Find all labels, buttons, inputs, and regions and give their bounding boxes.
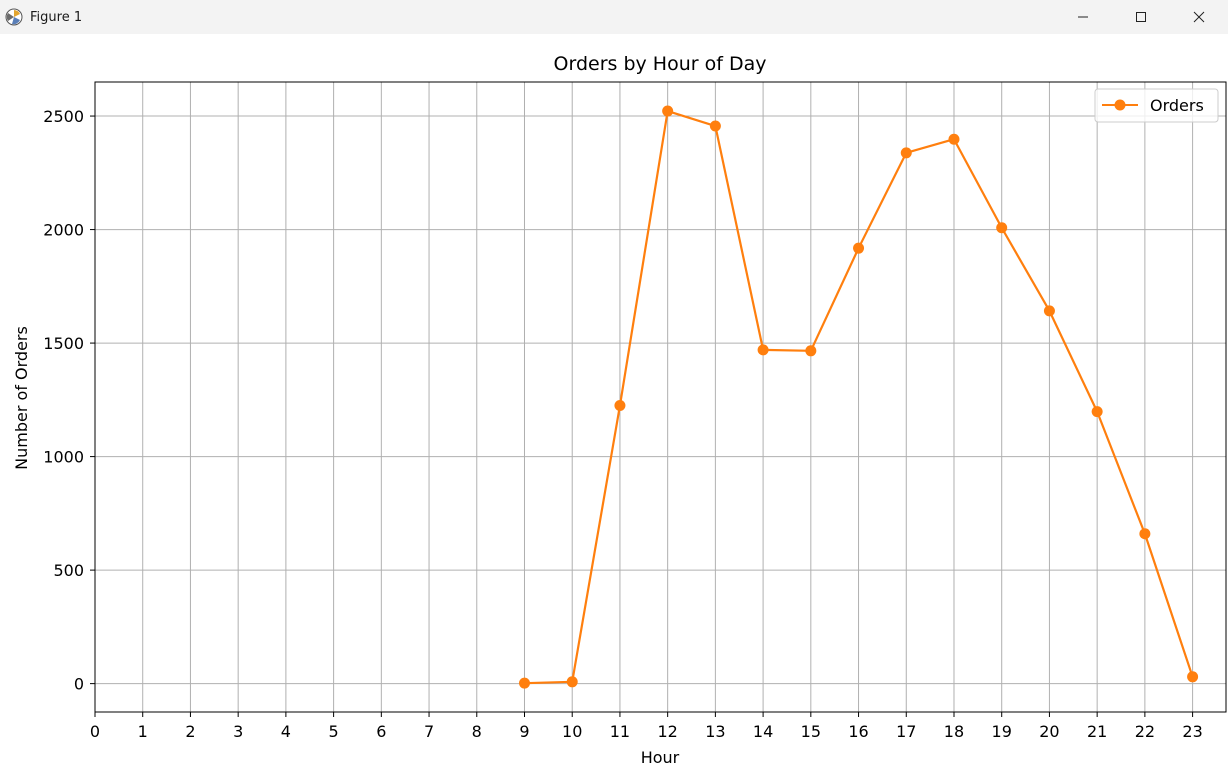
x-tick-label: 11 bbox=[610, 722, 630, 741]
x-axis-label: Hour bbox=[641, 748, 680, 767]
data-point bbox=[1139, 528, 1151, 540]
x-tick-label: 20 bbox=[1039, 722, 1059, 741]
title-bar[interactable]: Figure 1 bbox=[0, 0, 1228, 34]
chart-title: Orders by Hour of Day bbox=[554, 53, 767, 75]
series-layer bbox=[518, 105, 1199, 689]
x-tick-label: 5 bbox=[329, 722, 339, 741]
y-tick-label: 500 bbox=[53, 561, 84, 580]
data-point bbox=[1091, 406, 1103, 418]
plot-frame bbox=[94, 81, 1227, 713]
maximize-icon bbox=[1136, 12, 1146, 22]
x-tick-label: 21 bbox=[1087, 722, 1107, 741]
legend-box bbox=[1094, 88, 1219, 123]
data-point bbox=[757, 344, 769, 356]
y-tick-label: 1000 bbox=[43, 448, 84, 467]
line-chart: Orders by Hour of Day 0 1 2 3 4 5 6 7 8 9 10 11 12 13… bbox=[12, 53, 1227, 767]
data-point bbox=[1187, 671, 1199, 683]
x-tick-label: 3 bbox=[233, 722, 243, 741]
y-tick-label: 0 bbox=[74, 675, 84, 694]
y-tick-label: 2500 bbox=[43, 107, 84, 126]
data-point bbox=[900, 147, 912, 159]
x-tick-label: 15 bbox=[801, 722, 821, 741]
window-controls bbox=[1054, 0, 1228, 34]
x-tick-label: 12 bbox=[657, 722, 677, 741]
chart-area: Orders by Hour of Day 0 1 2 3 4 5 6 7 8 9 10 11 12 13… bbox=[0, 34, 1228, 769]
maximize-button[interactable] bbox=[1112, 0, 1170, 34]
data-point bbox=[709, 120, 721, 132]
x-tick-label: 16 bbox=[848, 722, 868, 741]
data-point bbox=[996, 222, 1008, 234]
minimize-icon bbox=[1078, 16, 1088, 18]
data-point bbox=[614, 400, 626, 412]
x-tick-label: 0 bbox=[90, 722, 100, 741]
x-tick-label: 13 bbox=[705, 722, 725, 741]
close-button[interactable] bbox=[1170, 0, 1228, 34]
legend-label-orders: Orders bbox=[1150, 96, 1204, 115]
data-point bbox=[518, 677, 530, 689]
data-point bbox=[662, 105, 674, 117]
x-tick-label: 4 bbox=[281, 722, 291, 741]
minimize-button[interactable] bbox=[1054, 0, 1112, 34]
data-point bbox=[1043, 305, 1055, 317]
x-tick-label: 17 bbox=[896, 722, 916, 741]
legend-marker bbox=[1114, 99, 1126, 111]
legend: Orders bbox=[1094, 88, 1219, 123]
x-tick-label: 1 bbox=[138, 722, 148, 741]
data-point bbox=[853, 242, 865, 254]
data-point bbox=[948, 133, 960, 145]
y-tick-label: 2000 bbox=[43, 221, 84, 240]
close-icon bbox=[1193, 11, 1205, 23]
x-tick-label: 18 bbox=[944, 722, 964, 741]
x-tick-label: 2 bbox=[185, 722, 195, 741]
data-point bbox=[566, 676, 578, 688]
axis-ticks: 0 1 2 3 4 5 6 7 8 9 10 11 12 13 14 15 16 17 18 19 20 21 22 2305… bbox=[43, 107, 1202, 741]
x-tick-label: 22 bbox=[1135, 722, 1155, 741]
x-tick-label: 9 bbox=[519, 722, 529, 741]
y-tick-label: 1500 bbox=[43, 334, 84, 353]
x-tick-label: 19 bbox=[992, 722, 1012, 741]
x-tick-label: 6 bbox=[376, 722, 386, 741]
x-tick-label: 10 bbox=[562, 722, 582, 741]
x-tick-label: 7 bbox=[424, 722, 434, 741]
matplotlib-figure-icon bbox=[4, 7, 24, 27]
window-title: Figure 1 bbox=[30, 9, 83, 25]
x-tick-label: 14 bbox=[753, 722, 773, 741]
y-axis-label: Number of Orders bbox=[12, 326, 31, 470]
grid-lines bbox=[94, 82, 1226, 712]
x-tick-label: 23 bbox=[1182, 722, 1202, 741]
x-tick-label: 8 bbox=[472, 722, 482, 741]
data-point bbox=[805, 345, 817, 357]
